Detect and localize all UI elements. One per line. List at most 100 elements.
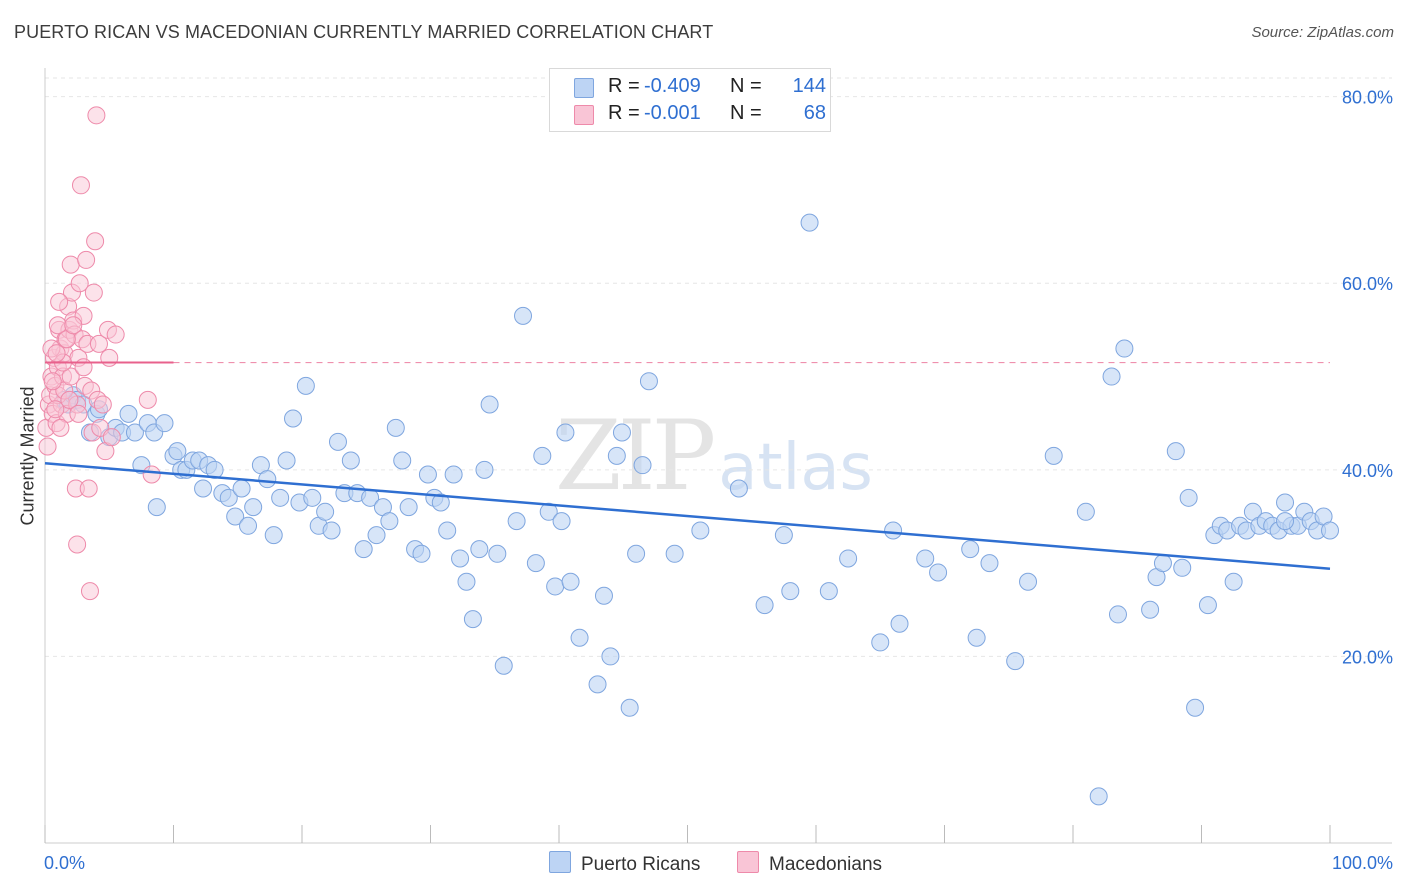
puerto-rican-point <box>871 633 890 652</box>
puerto-rican-point <box>418 465 437 484</box>
legend-bottom-swatch-blue <box>549 851 571 873</box>
puerto-rican-point <box>890 614 909 633</box>
macedonian-point <box>106 325 125 344</box>
puerto-rican-point <box>774 526 793 545</box>
puerto-rican-point <box>781 582 800 601</box>
macedonian-point <box>47 344 66 363</box>
puerto-rican-point <box>1006 652 1025 671</box>
legend-bottom-swatch-pink <box>737 851 759 873</box>
puerto-rican-point <box>839 549 858 568</box>
puerto-rican-point <box>594 586 613 605</box>
macedonian-point <box>71 176 90 195</box>
legend-r-value: -0.001 <box>644 102 701 124</box>
puerto-rican-point <box>494 656 513 675</box>
zipatlas-watermark: ZIPatlas <box>555 400 873 512</box>
correlation-legend: R = -0.409 N = 144 R = -0.001 N = 68 <box>549 68 831 132</box>
macedonian-point <box>138 390 157 409</box>
macedonian-point <box>46 400 65 419</box>
puerto-rican-point <box>546 577 565 596</box>
puerto-rican-trend-line <box>44 462 1331 570</box>
puerto-rican-point <box>232 479 251 498</box>
puerto-rican-point <box>961 540 980 559</box>
macedonian-point <box>80 582 99 601</box>
puerto-rican-point <box>561 572 580 591</box>
x-tick-label-max: 100.0% <box>1332 853 1393 873</box>
legend-item-puerto-ricans: Puerto Ricans <box>549 851 700 876</box>
puerto-rican-point <box>1102 367 1121 386</box>
puerto-rican-point <box>303 488 322 507</box>
puerto-rican-point <box>264 526 283 545</box>
legend-n-value: 68 <box>803 102 826 124</box>
puerto-rican-point <box>1044 446 1063 465</box>
macedonian-point <box>38 437 57 456</box>
puerto-rican-point <box>244 498 263 517</box>
puerto-rican-point <box>1198 596 1217 615</box>
y-tick-label: 60.0% <box>1342 274 1393 294</box>
puerto-rican-point <box>1141 600 1160 619</box>
macedonian-point <box>64 316 83 335</box>
macedonian-point <box>61 367 80 386</box>
puerto-rican-point <box>277 451 296 470</box>
puerto-rican-point <box>271 488 290 507</box>
macedonian-point <box>86 232 105 251</box>
puerto-rican-point <box>1153 554 1172 573</box>
macedonian-point <box>60 390 79 409</box>
puerto-rican-point <box>916 549 935 568</box>
puerto-rican-point <box>380 512 399 531</box>
puerto-rican-point <box>729 479 748 498</box>
puerto-rican-point <box>507 512 526 531</box>
puerto-rican-point <box>1276 493 1295 512</box>
puerto-rican-point <box>480 395 499 414</box>
puerto-rican-point <box>119 404 138 423</box>
puerto-rican-point <box>386 418 405 437</box>
legend-swatch-blue <box>574 78 594 98</box>
puerto-rican-point <box>1321 521 1339 540</box>
puerto-rican-point <box>633 456 652 475</box>
puerto-rican-point <box>1108 605 1127 624</box>
legend-n-label: N = <box>730 75 762 97</box>
puerto-rican-point <box>194 479 213 498</box>
puerto-rican-point <box>929 563 948 582</box>
macedonian-point <box>74 358 93 377</box>
puerto-rican-point <box>125 423 144 442</box>
puerto-rican-point <box>556 423 575 442</box>
legend-item-macedonians: Macedonians <box>737 851 882 876</box>
puerto-rican-point <box>470 540 489 559</box>
source-label: Source: ZipAtlas.com <box>1251 24 1394 41</box>
macedonian-point <box>43 372 62 391</box>
puerto-rican-point <box>980 554 999 573</box>
puerto-rican-point <box>412 544 431 563</box>
puerto-rican-point <box>316 502 335 521</box>
macedonian-point <box>70 274 89 293</box>
legend-r-label: R = <box>608 102 640 124</box>
chart-title: PUERTO RICAN VS MACEDONIAN CURRENTLY MAR… <box>14 22 714 42</box>
macedonian-point <box>51 418 70 437</box>
macedonian-point <box>68 535 87 554</box>
puerto-rican-point <box>431 493 450 512</box>
puerto-rican-point <box>488 544 507 563</box>
puerto-rican-point <box>526 554 545 573</box>
puerto-rican-point <box>570 628 589 647</box>
x-tick-label-min: 0.0% <box>44 853 85 873</box>
puerto-rican-point <box>328 432 347 451</box>
puerto-rican-point <box>1179 488 1198 507</box>
puerto-rican-point <box>354 540 373 559</box>
puerto-rican-point <box>226 507 245 526</box>
macedonian-point <box>50 292 69 311</box>
puerto-rican-point <box>1186 698 1205 717</box>
puerto-rican-point <box>552 512 571 531</box>
macedonian-point <box>89 334 108 353</box>
puerto-rican-point <box>219 488 238 507</box>
macedonian-point <box>77 250 96 269</box>
puerto-rican-point <box>399 498 418 517</box>
puerto-rican-point <box>612 423 631 442</box>
puerto-rican-point <box>1166 442 1185 461</box>
puerto-rican-point <box>607 446 626 465</box>
puerto-rican-point <box>1076 502 1095 521</box>
puerto-rican-point <box>341 451 360 470</box>
puerto-rican-point <box>239 516 258 535</box>
y-tick-label: 20.0% <box>1342 647 1393 667</box>
puerto-rican-point <box>155 414 174 433</box>
puerto-rican-point <box>1276 512 1295 531</box>
macedonian-point <box>100 348 119 367</box>
